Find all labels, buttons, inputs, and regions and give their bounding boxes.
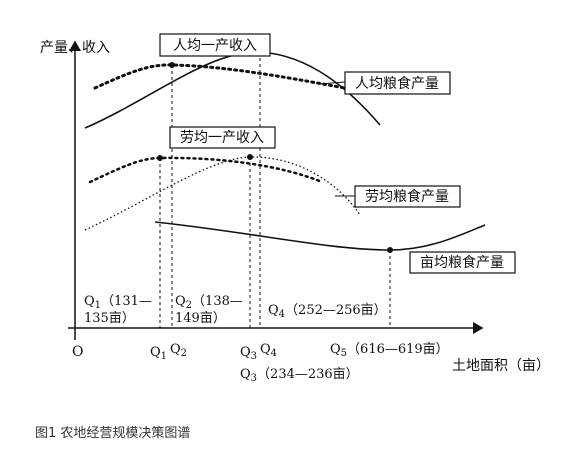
q2-range: Q2（138— bbox=[175, 294, 243, 311]
label-box bbox=[354, 185, 461, 208]
per-labor-income-curve bbox=[88, 156, 324, 184]
label-box bbox=[159, 33, 271, 57]
curve-label: 劳均一产收入 bbox=[180, 130, 264, 146]
curve-label: 人均一产收入 bbox=[173, 38, 257, 54]
q1-range: Q1（131— bbox=[84, 294, 152, 311]
per-labor-grain-curve bbox=[84, 156, 361, 231]
label-box bbox=[344, 71, 451, 95]
caption: 图1 农地经营规模决策图谱 bbox=[35, 425, 190, 441]
curve-label: 亩均粮食产量 bbox=[420, 254, 504, 271]
leader bbox=[319, 81, 346, 85]
q2: Q2 bbox=[170, 342, 187, 359]
q4-range: Q4（252—256亩） bbox=[268, 302, 387, 320]
per-mu-grain-curve bbox=[154, 221, 486, 251]
q4: Q4 bbox=[260, 342, 277, 359]
label-box bbox=[409, 251, 516, 274]
per-capita-income-curve bbox=[84, 51, 381, 129]
label-box bbox=[169, 126, 276, 149]
curve-label: 劳均粮食产量 bbox=[365, 188, 449, 205]
q3-range: Q3（234—236亩） bbox=[240, 366, 359, 384]
y-axis-label: 产量、收入 bbox=[40, 40, 110, 56]
origin: O bbox=[72, 344, 83, 360]
q1-range-2: 135亩） bbox=[84, 310, 135, 326]
per-capita-grain-curve bbox=[93, 63, 347, 90]
x-axis-label: 土地面积（亩） bbox=[452, 357, 550, 374]
q3: Q3 bbox=[240, 345, 257, 362]
curve-label: 人均粮食产量 bbox=[355, 75, 439, 92]
q1: Q1 bbox=[150, 345, 167, 362]
q5-range: Q5（616—619亩） bbox=[330, 341, 449, 359]
q2-range-2: 149亩） bbox=[175, 310, 226, 326]
